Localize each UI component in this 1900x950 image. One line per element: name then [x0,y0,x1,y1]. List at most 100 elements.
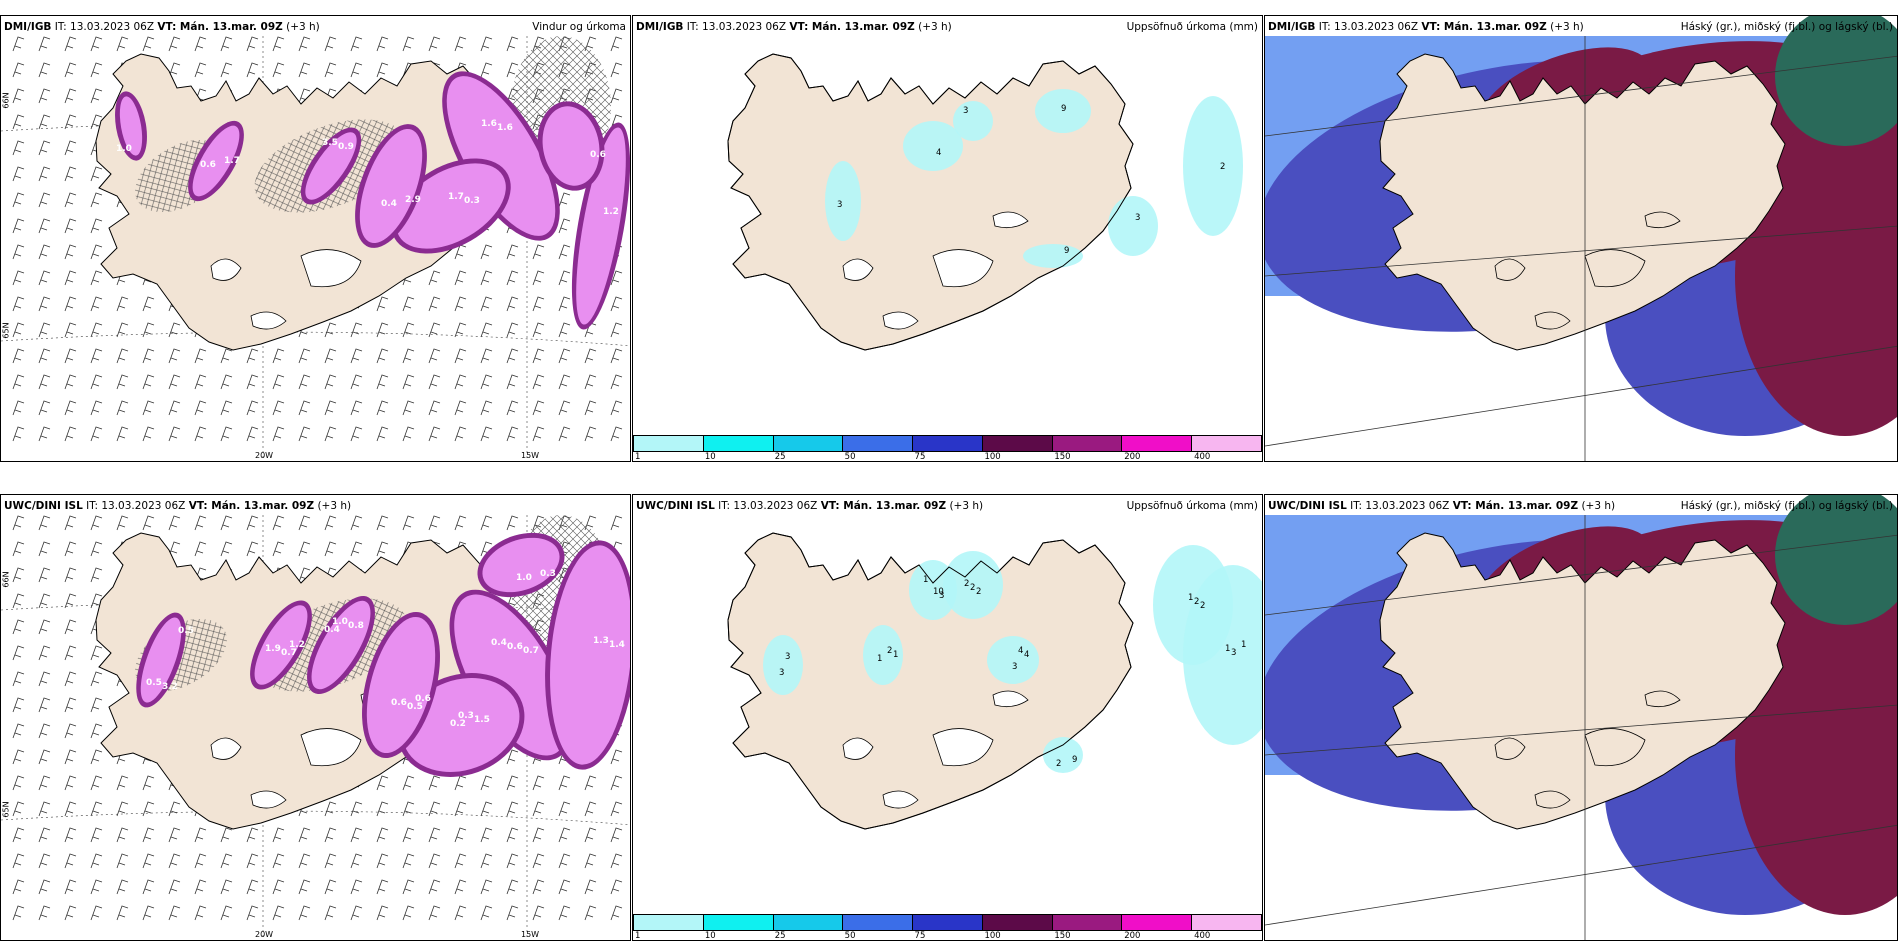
panel-6: UWC/DINI ISL IT: 13.03.2023 06Z VT: Mán.… [1264,494,1898,941]
precip-value-label: 0.4 [491,638,507,648]
panel-2: 3 4 3 2 9 9 3 DMI/IGB IT: 13.03.2023 06Z VT: M… [632,15,1263,462]
panel-5: 1 2 1 2 3 4 3 2 3 2 1 2 1 4 3 9 10 2 2 1 1 3 UWC/DINI ISL IT:… [632,494,1263,941]
lead-time: (+3 h) [1546,21,1584,33]
panel-4: 0.4 0.3 0.6 1.0 1.2 0.5 1.3 0.3 0.6 1.5 0.6 0.8 1.9 3… [0,494,631,941]
precip-value-label: 0.5 [407,702,423,712]
colorbar-label: 25 [774,452,786,462]
lat-label: 65N [1,801,11,818]
colorbar-cell [912,914,982,931]
accum-precip-areas [825,89,1243,268]
iceland-land [1379,532,1786,830]
lead-time: (+3 h) [946,500,984,512]
precip-value-label: 0.7 [523,646,539,656]
colorbar-label: 10 [704,452,716,462]
colorbar-cell [772,914,843,931]
lead-time: (+3 h) [914,21,952,33]
precip-value-label: 0.6 [590,150,606,160]
colorbar-cell [633,435,703,452]
colorbar-cell [633,914,703,931]
init-time: IT: 13.03.2023 06Z [51,21,158,33]
panel-3: DMI/IGB IT: 13.03.2023 06Z VT: Mán. 13.m… [1264,15,1898,462]
accum-value-label: 4 [1018,646,1023,656]
precip-value-labels: 0.4 0.3 0.6 1.0 1.2 0.5 1.3 0.3 0.6 1.5 0.6 0.8 1.9 3… [146,569,625,729]
colorbar-cell [981,914,1052,931]
precip-value-label: 0.5 [146,678,162,688]
valid-time: VT: Mán. 13.mar. 09Z [789,21,915,33]
accum-value-label: 9 [1064,246,1069,256]
colorbar-label: 150 [1054,452,1071,462]
accum-precip-areas [763,545,1262,773]
colorbar-cell [702,914,773,931]
panel-title: Háský (gr.), miðský (fj.bl.) og lágský (… [1680,21,1893,33]
accum-value-label: 9 [1061,104,1066,114]
colorbar-cell [1121,435,1192,452]
colorbar-cell [1191,435,1262,452]
colorbar-row [633,914,1262,931]
map-accum-1[interactable]: 3 4 3 2 9 9 3 [633,16,1263,462]
colorbar-cell [1121,914,1192,931]
precip-value-label: 0.5 [178,626,194,636]
model-name: UWC/DINI ISL [636,500,715,512]
precip-areas [115,71,630,330]
precip-value-label: 0.2 [450,719,466,729]
precip-value-label: 1.0 [116,144,132,154]
precip-value-labels: 1.6 1.7 2.9 3.5 1.7 1.0 1.2 0.6 1.6 0.3 0.4 0.9 0.6 [116,119,619,217]
colorbar-label: 200 [1124,931,1141,941]
colorbar-label: 100 [984,931,1001,941]
panel-1: 1.6 1.7 2.9 3.5 1.7 1.0 1.2 0.6 1.6 0.3 0.4 0.9 0.6 … [0,15,631,462]
colorbar-cell [1051,435,1122,452]
precip-value-label: 1.2 [289,640,305,650]
iceland-land [1379,53,1786,351]
precip-value-label: 0.4 [324,625,340,635]
precip-value-label: 1.7 [448,192,464,202]
precip-colorbar: 1 10 25 50 75 100 150 200 400 [633,914,1262,940]
accum-value-labels: 3 4 3 2 9 9 3 [837,104,1225,256]
colorbar-cell [1191,914,1262,931]
accum-value-label: 1 [1225,644,1230,654]
model-name: UWC/DINI ISL [4,500,83,512]
precip-value-label: 1.5 [474,715,490,725]
map-wind-2[interactable]: 0.4 0.3 0.6 1.0 1.2 0.5 1.3 0.3 0.6 1.5 0.6 0.8 1.9 3… [1,495,631,941]
precip-value-label: 0.6 [415,694,431,704]
accum-value-label: 3 [939,591,944,601]
colorbar-cell [772,435,843,452]
model-name: DMI/IGB [1268,21,1316,33]
panel-title: Vindur og úrkoma [532,21,626,33]
accum-value-label: 3 [779,668,784,678]
accum-value-label: 3 [837,200,842,210]
colorbar-cell [702,435,773,452]
precip-areas [136,532,630,777]
colorbar-cell [842,914,913,931]
lon-label: 15W [521,930,540,939]
map-wind-1[interactable]: 1.6 1.7 2.9 3.5 1.7 1.0 1.2 0.6 1.6 0.3 0.4 0.9 0.6 [1,16,631,462]
panel-header: DMI/IGB IT: 13.03.2023 06Z VT: Mán. 13.m… [1,16,630,38]
colorbar-label: 10 [704,931,716,941]
lead-time: (+3 h) [282,21,320,33]
colorbar-cell [842,435,913,452]
precip-value-label: 0.3 [464,196,480,206]
init-time: IT: 13.03.2023 06Z [714,500,821,512]
lat-label: 66N [1,92,11,109]
colorbar-cell [912,435,982,452]
colorbar-label: 1 [635,452,641,462]
map-cloud-2[interactable] [1265,495,1898,941]
accum-value-label: 3 [1012,662,1017,672]
model-name: DMI/IGB [636,21,684,33]
colorbar-label: 100 [984,452,1001,462]
init-time: IT: 13.03.2023 06Z [683,21,790,33]
precip-value-label: 0.6 [391,698,407,708]
accum-value-label: 1 [893,650,898,660]
precip-value-label: 1.4 [609,640,625,650]
precip-value-label: 1.6 [497,123,513,133]
accum-value-label: 1 [1241,640,1246,650]
precip-colorbar: 1 10 25 50 75 100 150 200 400 [633,435,1262,461]
panel-header: DMI/IGB IT: 13.03.2023 06Z VT: Mán. 13.m… [1265,16,1897,38]
lon-label: 15W [521,451,540,460]
map-cloud-1[interactable] [1265,16,1898,462]
precip-value-label: 1.3 [593,636,609,646]
precip-value-label: 1.9 [265,644,281,654]
colorbar-label: 50 [844,452,856,462]
precip-value-label: 3.5 [322,138,338,148]
